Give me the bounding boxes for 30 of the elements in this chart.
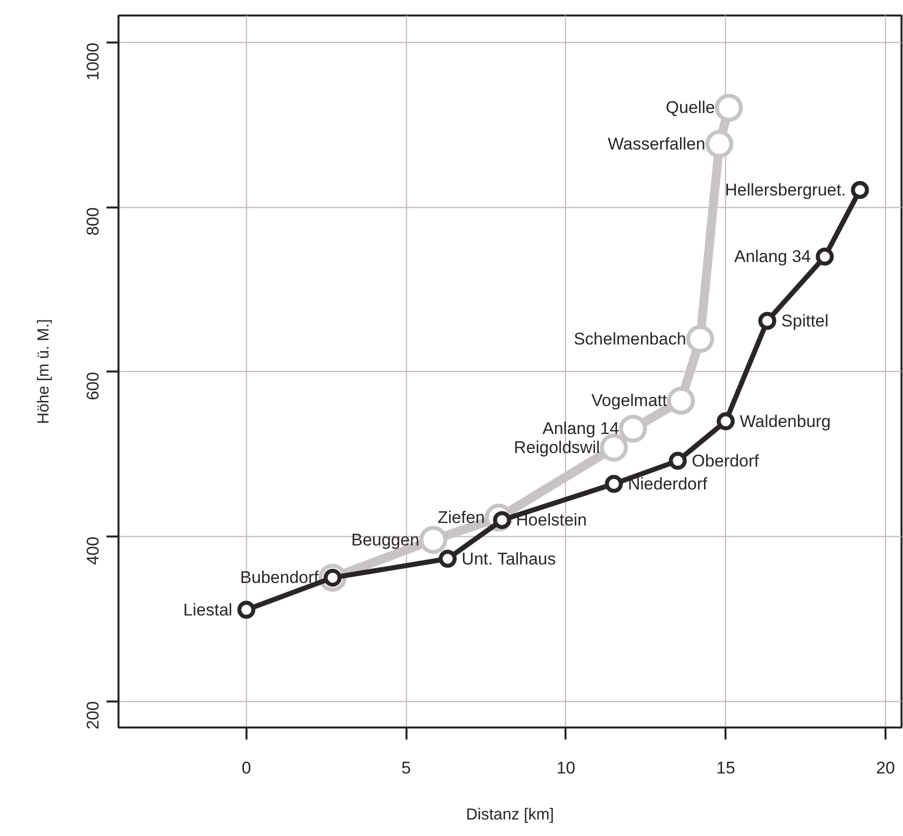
annotation: Niederdorf (628, 474, 708, 494)
annotation: Anlang 34 (734, 247, 811, 266)
annotation: Oberdorf (692, 451, 760, 470)
annotation: Schelmenbach (574, 329, 686, 348)
annotation: Waldenburg (740, 412, 831, 431)
x-tick-label: 10 (556, 758, 576, 778)
y-tick-label: 600 (84, 372, 102, 400)
annotation: Ziefen (438, 508, 485, 528)
annotation: Liestal (183, 600, 232, 620)
x-tick-label: 5 (401, 758, 411, 778)
x-tick-label: 15 (716, 758, 736, 778)
x-tick-label: 20 (876, 758, 895, 778)
y-tick-label: 800 (84, 207, 102, 236)
annotation: Spittel (781, 311, 829, 330)
annotation: Reigoldswil (514, 438, 600, 458)
annotation: Anlang 14 (542, 419, 620, 438)
annotation: Wasserfallen (608, 134, 706, 154)
x-axis-title: Distanz [km] (466, 806, 554, 824)
y-axis-title: Höhe [m ü. M.] (36, 319, 52, 424)
annotation: Hoelstein (516, 510, 587, 530)
y-tick-label: 400 (84, 536, 102, 565)
annotation: Bubendorf (240, 568, 319, 588)
annotation: Hellersbergruet. (725, 180, 846, 200)
x-tick-label: 0 (242, 758, 252, 778)
annotation: Unt. Talhaus (462, 549, 556, 568)
annotation: Vogelmatt (591, 391, 668, 410)
annotation: Quelle (666, 98, 715, 118)
y-tick-label: 200 (84, 701, 102, 730)
y-tick-label: 1000 (84, 42, 102, 80)
annotation: Beuggen (351, 530, 420, 550)
